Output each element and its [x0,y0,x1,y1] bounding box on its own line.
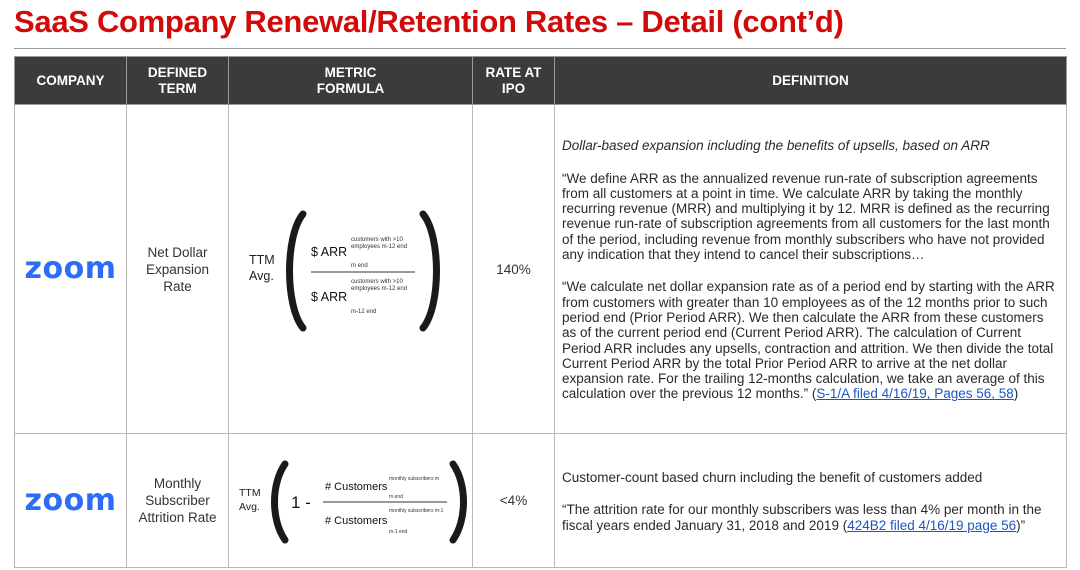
definition-summary: Dollar-based expansion including the ben… [562,138,990,154]
definition-quote-arr: “We define ARR as the annualized revenue… [562,170,1050,263]
metric-formula-cell: TTM Avg. customers with >10 employees m-… [228,104,473,434]
denominator-subscript: m-12 end [351,309,376,315]
rate-at-ipo-cell: <4% [472,433,555,568]
definition-quote-attrition: “The attrition rate for our monthly subs… [562,502,1042,533]
definition-summary: Customer-count based churn including the… [562,470,983,486]
source-link-424b2[interactable]: 424B2 filed 4/16/19 page 56 [847,517,1017,533]
left-parenthesis [271,460,289,544]
table-row: zoom Net Dollar Expansion Rate TTM Avg. … [14,104,1067,434]
definition-cell: Customer-count based churn including the… [554,433,1067,568]
page-title: SaaS Company Renewal/Retention Rates – D… [14,4,844,39]
right-parenthesis [449,460,467,544]
definition-cell: Dollar-based expansion including the ben… [554,104,1067,434]
numerator-arr: $ ARR [311,245,347,259]
net-dollar-expansion-formula: TTM Avg. customers with >10 employees m-… [249,210,440,331]
numerator-superscript-2: employees m-12 end [351,244,407,250]
denominator-customers: # Customers [325,515,388,527]
attrition-rate-formula: TTM Avg. 1 - monthly subscribers m # Cus… [239,460,467,544]
right-parenthesis [419,210,440,331]
column-header-defined-term: DEFINED TERM [126,56,229,105]
formula-prefix-ttm: TTM [249,253,275,267]
rate-at-ipo-cell: 140% [472,104,555,434]
table-header-row: COMPANY DEFINED TERM METRIC FORMULA RATE A… [14,56,1067,105]
left-parenthesis [286,210,307,331]
defined-term-cell: Net Dollar Expansion Rate [126,104,229,434]
company-cell: zoom [14,104,127,434]
denominator-superscript-1: customers with >10 [351,279,404,285]
zoom-logo: zoom [24,251,117,286]
numerator-superscript: monthly subscribers m [389,476,439,482]
column-header-company: COMPANY [14,56,127,105]
metric-formula-cell: TTM Avg. 1 - monthly subscribers m # Cus… [228,433,473,568]
denominator-subscript: m-1 end [389,529,408,535]
denominator-superscript: monthly subscribers m-1 [389,508,444,514]
formula-prefix-avg: Avg. [239,501,260,513]
numerator-subscript: m end [351,263,368,269]
table-row: zoom Monthly Subscriber Attrition Rate T… [14,433,1067,568]
definition-quote-expansion: “We calculate net dollar expansion rate … [562,279,1055,402]
renewal-rates-table: COMPANY DEFINED TERM METRIC FORMULA RATE A… [14,56,1067,568]
company-cell: zoom [14,433,127,568]
one-minus: 1 - [291,493,311,512]
numerator-customers: # Customers [325,481,388,493]
title-divider [14,48,1066,49]
denominator-arr: $ ARR [311,290,347,304]
defined-term-cell: Monthly Subscriber Attrition Rate [126,433,229,568]
source-link-s1a[interactable]: S-1/A filed 4/16/19, Pages 56, 58 [816,386,1014,402]
column-header-rate-at-ipo: RATE AT IPO [472,56,555,105]
column-header-definition: DEFINITION [554,56,1067,105]
column-header-metric-formula: METRIC FORMULA [228,56,473,105]
formula-prefix-ttm: TTM [239,487,261,499]
formula-prefix-avg: Avg. [249,269,274,283]
zoom-logo: zoom [24,482,117,518]
denominator-superscript-2: employees m-12 end [351,286,407,292]
numerator-subscript: m end [389,494,403,500]
numerator-superscript-1: customers with >10 [351,237,404,243]
